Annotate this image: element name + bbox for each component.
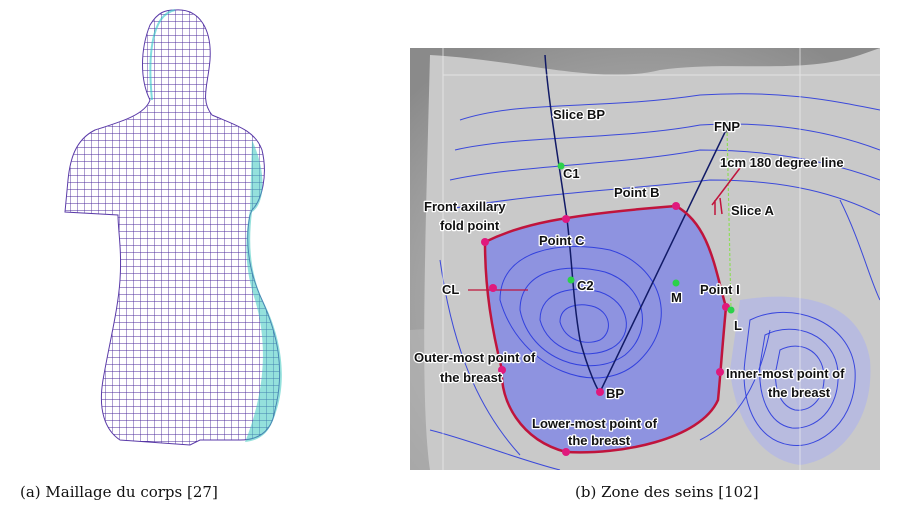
- label: the breast: [440, 370, 503, 385]
- label: Front axillary: [424, 199, 506, 214]
- caption: (b) Zone des seins [102]: [575, 483, 759, 501]
- page: {"figure": { "subfigures": [ {"caption":…: [0, 0, 900, 510]
- label: fold point: [440, 218, 500, 233]
- breast-zone-image: [410, 48, 880, 470]
- label: BP: [606, 386, 624, 401]
- figure: Slice BP FNP 1cm 180 degree line C1 Poin…: [0, 0, 900, 510]
- label: M: [671, 290, 682, 305]
- label: L: [734, 318, 742, 333]
- label: Outer-most point of: [414, 350, 536, 365]
- label: the breast: [568, 433, 631, 448]
- label: CL: [442, 282, 459, 297]
- label: the breast: [768, 385, 831, 400]
- caption: (a) Maillage du corps [27]: [20, 483, 218, 501]
- label: C2: [577, 278, 594, 293]
- label: Inner-most point of: [726, 366, 845, 381]
- label: C1: [563, 166, 580, 181]
- label: Slice A: [731, 203, 774, 218]
- label: 1cm 180 degree line: [720, 155, 844, 170]
- body-mesh: [65, 10, 282, 445]
- label: Slice BP: [553, 107, 605, 122]
- label: Point C: [539, 233, 585, 248]
- label: Lower-most point of: [532, 416, 658, 431]
- label: Point B: [614, 185, 660, 200]
- label: Point I: [700, 282, 740, 297]
- label: FNP: [714, 119, 740, 134]
